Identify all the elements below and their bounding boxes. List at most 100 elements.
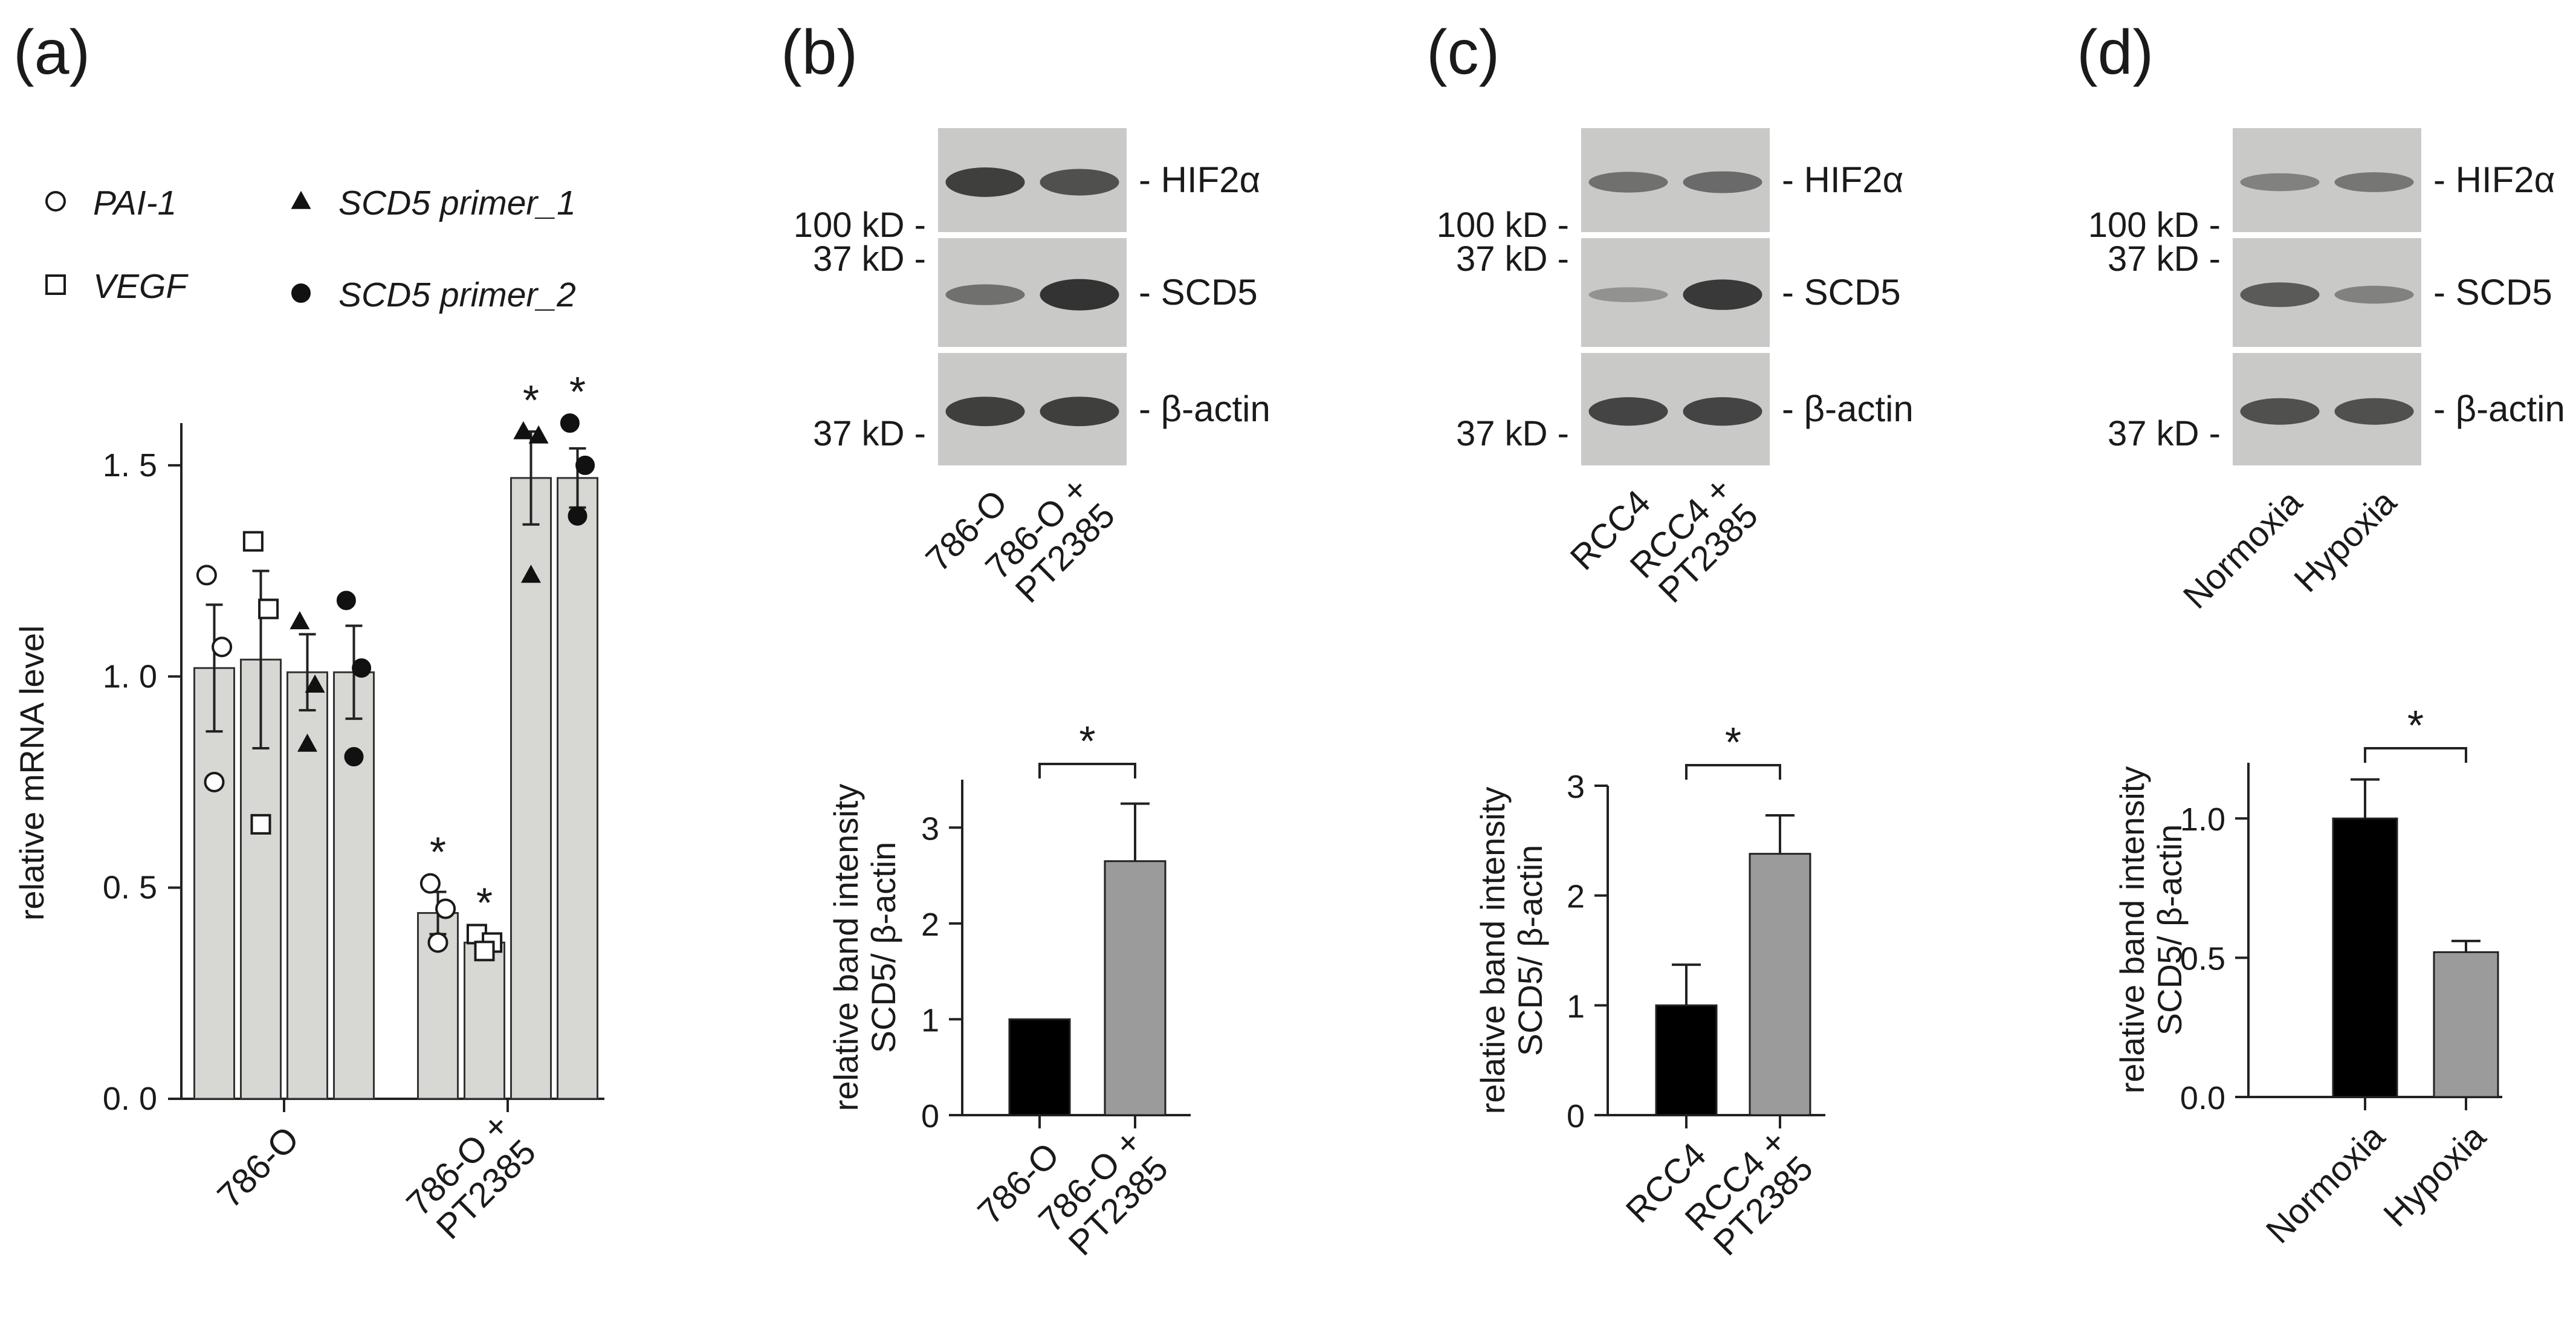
blot-band <box>1040 396 1119 427</box>
y-tick-label: 1.0 <box>2180 801 2225 838</box>
data-point <box>419 873 441 894</box>
x-tick-label: 786-O +PT2385 <box>1031 1122 1176 1266</box>
y-tick-label: 0. 0 <box>103 1081 157 1117</box>
data-point <box>290 611 310 630</box>
bar <box>193 667 235 1100</box>
kd-marker-label: 37 kD - <box>813 414 926 453</box>
bar <box>2332 817 2398 1098</box>
y-tick-label: 0 <box>1567 1098 1585 1134</box>
blot-row-label: - β-actin <box>1139 389 1270 429</box>
blot-row-label: - HIF2α <box>2433 160 2555 200</box>
y-tick-label: 1 <box>921 1002 939 1038</box>
data-point <box>196 565 217 586</box>
blot-band <box>1683 397 1762 426</box>
x-tick-label: Normoxia <box>2259 1117 2393 1251</box>
bar <box>464 941 505 1100</box>
blot-band <box>2334 285 2414 304</box>
data-point <box>435 898 456 919</box>
data-point <box>560 413 580 433</box>
blot-band <box>2334 398 2414 425</box>
lane-label: Normoxia <box>2176 482 2310 616</box>
significance-star: * <box>569 368 586 415</box>
x-tick-label: 786-O +PT2385 <box>399 1105 543 1250</box>
y-tick-label: 2 <box>921 907 939 943</box>
data-point <box>575 455 595 475</box>
blot-row-label: - SCD5 <box>1139 272 1258 312</box>
kd-marker-label: 37 kD - <box>1456 239 1569 279</box>
bar <box>2433 951 2499 1098</box>
data-point <box>204 771 225 792</box>
blot-band <box>2240 398 2320 425</box>
bar <box>333 671 375 1100</box>
kd-marker-label: 100 kD - <box>1437 205 1569 245</box>
significance-star: * <box>523 377 539 424</box>
data-point <box>336 591 356 610</box>
y-axis-title: relative band intensitySCD5/ β-actin <box>2113 766 2189 1094</box>
significance-star: * <box>1079 717 1095 765</box>
data-point <box>297 733 317 752</box>
chart-b: 0 1 2 3 relative band intensitySCD5/ β-actin… <box>827 717 1191 1266</box>
legend-marker <box>45 191 66 212</box>
blot-row-label: - HIF2α <box>1139 160 1260 200</box>
kd-marker-label: 37 kD - <box>2108 414 2221 453</box>
data-point <box>528 425 549 444</box>
y-axis-title: relative band intensitySCD5/ β-actin <box>827 784 902 1112</box>
bar <box>1749 853 1811 1116</box>
blot-row-label: - SCD5 <box>2433 272 2552 312</box>
y-axis-title: relative band intensitySCD5/ β-actin <box>1474 787 1549 1115</box>
bar <box>417 912 459 1100</box>
blot-band <box>1683 279 1762 310</box>
significance-star: * <box>476 879 493 926</box>
western-blot-d: - HIF2α 100 kD - - SCD5 37 kD - - β-actin 37 … <box>2088 128 2565 616</box>
bar <box>557 477 598 1100</box>
panel-label-b: (b) <box>781 18 858 88</box>
kd-marker-label: 100 kD - <box>794 205 926 245</box>
significance-bracket <box>1685 764 1781 780</box>
y-axis-title: relative mRNA level <box>13 626 51 921</box>
legend-label: SCD5 primer_1 <box>338 184 576 222</box>
blot-band <box>1683 171 1762 193</box>
blot-row-label: - β-actin <box>1782 389 1914 429</box>
blot-band <box>1588 172 1668 193</box>
panel-label-d: (d) <box>2077 18 2154 88</box>
x-tick-label: Hypoxia <box>2376 1117 2494 1235</box>
kd-marker-label: 37 kD - <box>1456 414 1569 453</box>
western-blot-c: - HIF2α 100 kD - - SCD5 37 kD - - β-actin 37 … <box>1437 128 1914 612</box>
lane-label: 786-O +PT2385 <box>978 469 1122 613</box>
y-tick-label: 0. 5 <box>103 870 157 906</box>
chart-a: 0. 0 0. 5 1. 0 1. 5 relative mRNA level 786-O… <box>13 368 604 1250</box>
blot-band <box>2334 172 2414 192</box>
significance-bracket <box>2364 747 2467 763</box>
x-tick-label: RCC4 +PT2385 <box>1677 1122 1820 1265</box>
data-point <box>305 674 325 693</box>
x-tick-label: 786-O <box>210 1119 306 1215</box>
y-tick-label: 1. 0 <box>103 658 157 694</box>
legend: PAI-1 VEGF SCD5 primer_1 SCD5 primer_2 <box>45 184 576 314</box>
data-point <box>474 940 495 962</box>
data-point <box>258 598 279 620</box>
western-blot-b: - HIF2α 100 kD - - SCD5 37 kD - - β-actin 37 … <box>794 128 1270 613</box>
kd-marker-label: 37 kD - <box>813 239 926 279</box>
significance-star: * <box>2407 702 2424 749</box>
blot-band <box>2240 282 2320 307</box>
blot-band <box>1588 397 1668 426</box>
blot-row-label: - HIF2α <box>1782 160 1903 200</box>
data-point <box>250 814 271 835</box>
bar <box>1008 1018 1071 1116</box>
blot-band <box>1588 287 1668 302</box>
legend-label: SCD5 primer_2 <box>338 276 576 314</box>
data-point <box>513 421 534 439</box>
lane-label: RCC4 +PT2385 <box>1622 469 1765 612</box>
legend-marker <box>291 283 311 303</box>
kd-marker-label: 100 kD - <box>2088 205 2221 245</box>
significance-bracket <box>1038 763 1136 778</box>
y-tick-label: 3 <box>921 811 939 847</box>
y-tick-label: 1 <box>1567 988 1585 1024</box>
significance-star: * <box>1725 719 1741 766</box>
y-tick-label: 1. 5 <box>103 447 157 484</box>
blot-band <box>1040 279 1119 311</box>
y-tick-label: 3 <box>1567 769 1585 805</box>
y-tick-label: 0 <box>921 1098 939 1134</box>
